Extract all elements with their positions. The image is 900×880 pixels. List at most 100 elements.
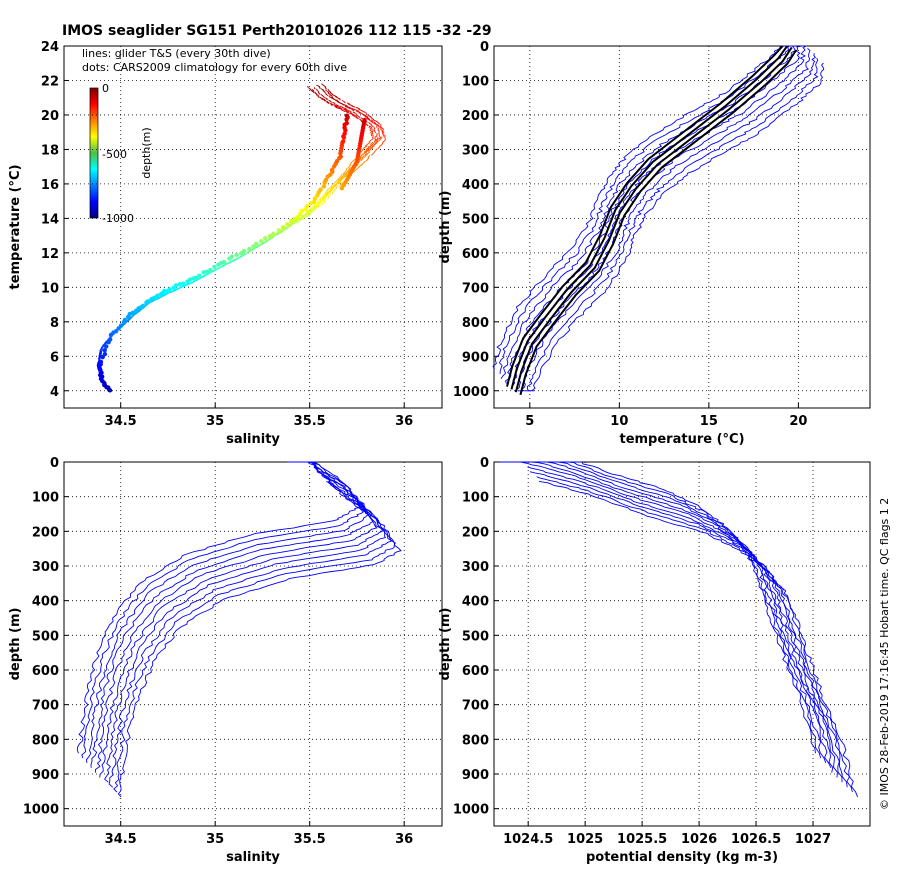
climatology-profile-line — [514, 46, 793, 393]
glider-ts-segment — [304, 211, 308, 215]
glider-ts-segment — [317, 92, 321, 95]
glider-ts-segment — [331, 191, 334, 195]
glider-profile-line — [520, 461, 838, 778]
climatology-dot — [108, 337, 113, 342]
glider-ts-segment — [275, 231, 282, 235]
glider-ts-segment — [284, 226, 289, 230]
y-tick-label: 300 — [462, 560, 489, 575]
glider-ts-segment — [377, 127, 380, 130]
glider-ts-segment — [345, 111, 350, 114]
glider-ts-segment — [335, 186, 339, 190]
glider-ts-segment — [376, 139, 379, 142]
climatology-dot — [122, 317, 128, 323]
glider-ts-segment — [335, 104, 339, 107]
glider-ts-segment — [370, 141, 374, 145]
climatology-dot — [247, 246, 252, 252]
glider-profile-line — [81, 461, 364, 759]
glider-ts-segment — [374, 142, 378, 146]
glider-ts-segment — [327, 101, 330, 104]
glider-profile-line — [527, 466, 843, 783]
glider-ts-segment — [130, 315, 134, 319]
glider-ts-segment — [346, 102, 351, 105]
glider-ts-segment — [99, 353, 102, 357]
axes-frame — [63, 45, 443, 409]
climatology-dot — [162, 288, 167, 294]
glider-ts-segment — [361, 155, 365, 159]
glider-ts-segment — [346, 168, 351, 173]
glider-ts-segment — [323, 192, 327, 196]
x-tick-label: 34.5 — [105, 832, 137, 847]
glider-ts-segment — [298, 218, 302, 222]
glider-ts-segment — [343, 108, 347, 112]
glider-ts-segment — [290, 222, 295, 226]
glider-ts-segment — [169, 290, 175, 293]
glider-profile-line — [511, 45, 808, 389]
glider-ts-segment — [320, 88, 325, 91]
x-tick-label: 35.5 — [294, 414, 326, 429]
climatology-dot — [118, 323, 124, 328]
glider-ts-segment — [327, 196, 330, 200]
climatology-dot — [271, 231, 276, 237]
y-tick-label: 0 — [480, 456, 489, 471]
glider-ts-segment — [376, 123, 380, 127]
y-tick-label: 900 — [32, 768, 59, 783]
x-tick-label: 1025 — [567, 832, 603, 847]
glider-ts-segment — [318, 197, 322, 202]
glider-ts-segment — [328, 90, 332, 93]
glider-ts-segment — [351, 158, 356, 163]
glider-ts-segment — [333, 95, 338, 98]
glider-ts-segment — [311, 89, 315, 92]
glider-ts-segment — [365, 147, 369, 151]
y-tick-label: 1000 — [453, 803, 489, 818]
glider-ts-segment — [223, 262, 229, 266]
glider-ts-segment — [340, 108, 343, 111]
glider-ts-segment — [373, 144, 375, 148]
colorbar-tick-1000: -1000 — [102, 212, 134, 225]
climatology-dot — [318, 187, 323, 192]
glider-ts-segment — [253, 246, 257, 250]
x-tick-label: 5 — [525, 414, 534, 429]
glider-ts-segment — [310, 210, 314, 214]
glider-ts-segment — [372, 129, 374, 133]
glider-ts-segment — [317, 94, 319, 97]
glider-ts-segment — [317, 90, 320, 93]
glider-ts-segment — [329, 94, 333, 97]
glider-ts-segment — [371, 142, 375, 146]
temperature-profile-panel: 5 10 15 2001002003004005006007008009001000t… — [438, 40, 871, 447]
glider-ts-segment — [331, 181, 336, 186]
glider-ts-segment — [325, 89, 327, 92]
x-axis-label: salinity — [226, 432, 280, 447]
glider-ts-segment — [299, 216, 303, 220]
glider-ts-segment — [378, 135, 381, 138]
y-tick-label: 400 — [462, 595, 489, 610]
glider-ts-segment — [367, 155, 371, 159]
credit-text: © IMOS 28-Feb-2019 17:16:45 Hobart time.… — [878, 498, 891, 810]
glider-ts-segment — [338, 101, 341, 104]
glider-ts-segment — [192, 279, 196, 283]
glider-ts-segment — [370, 131, 372, 135]
glider-ts-segment — [370, 119, 374, 123]
glider-ts-segment — [370, 133, 373, 137]
glider-ts-segment — [352, 169, 358, 173]
glider-ts-segment — [329, 189, 333, 193]
glider-ts-segment — [363, 149, 368, 153]
glider-ts-segment — [316, 200, 319, 204]
climatology-dot — [254, 241, 259, 247]
glider-ts-segment — [344, 108, 349, 111]
glider-ts-segment — [355, 109, 360, 112]
axes-frame — [63, 461, 443, 827]
glider-ts-segment — [320, 93, 324, 97]
glider-ts-segment — [356, 110, 358, 113]
glider-ts-segment — [364, 114, 369, 118]
climatology-dot — [288, 218, 294, 224]
glider-ts-segment — [370, 145, 374, 149]
glider-ts-segment — [102, 342, 107, 346]
climatology-dot — [304, 204, 310, 209]
glider-ts-segment — [311, 204, 316, 209]
glider-profile-line — [528, 62, 825, 392]
legend-climatology: dots: CARS2009 climatology for every 60t… — [82, 61, 347, 74]
axes-frame — [493, 45, 871, 409]
glider-ts-segment — [319, 97, 323, 100]
x-tick-label: 1024.5 — [503, 832, 553, 847]
